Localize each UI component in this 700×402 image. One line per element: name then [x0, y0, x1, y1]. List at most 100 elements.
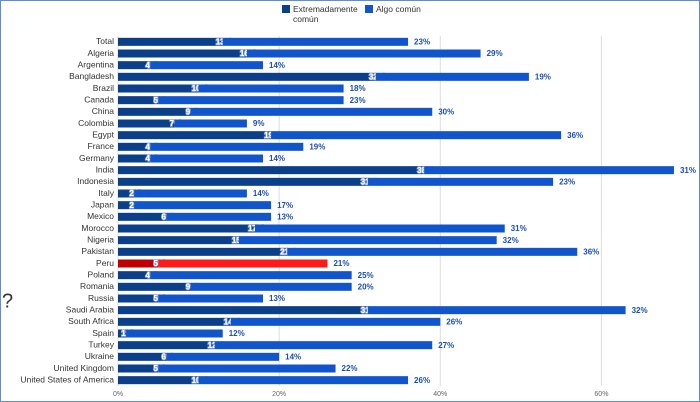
bar-segment: [118, 294, 159, 303]
value-label: 12%: [229, 329, 245, 338]
bar-segment: [174, 119, 247, 128]
bar-segment: [367, 306, 626, 315]
bar-segment: [118, 154, 151, 163]
value-label: 14%: [253, 189, 269, 198]
value-label: 23%: [559, 177, 575, 186]
bar-segment: [118, 37, 223, 46]
value-label: 21%: [333, 259, 349, 268]
bar-segment: [126, 329, 223, 338]
x-tick-label: 0%: [113, 391, 123, 398]
bar-segment: [118, 84, 199, 93]
legend-label: Extremadamente común: [293, 4, 358, 24]
value-label: 17%: [277, 201, 293, 210]
y-tick-label: Total: [96, 36, 114, 46]
y-tick-label: Italy: [98, 188, 114, 198]
bar-segment: [118, 236, 239, 245]
legend-item: Algo común: [365, 4, 421, 24]
value-label: 32%: [632, 306, 648, 315]
value-label: 19%: [309, 142, 325, 151]
bar-segment: [158, 364, 336, 373]
y-tick-label: Colombia: [78, 118, 114, 128]
value-label: 22%: [342, 364, 358, 373]
bar-segment: [118, 282, 191, 291]
y-tick-label: Indonesia: [77, 176, 114, 186]
y-tick-label: Canada: [84, 94, 114, 104]
bar-segment: [150, 271, 352, 280]
y-tick-label: Poland: [88, 269, 115, 279]
bar-segment: [254, 224, 505, 233]
value-label: 14%: [269, 61, 285, 70]
y-tick-label: Egypt: [92, 129, 114, 139]
bar-segment: [118, 376, 199, 385]
y-tick-label: Pakistan: [81, 246, 114, 256]
bar-segment: [118, 189, 135, 198]
bar-segment: [118, 352, 167, 361]
y-tick-label: Japan: [91, 199, 114, 209]
legend-item: Extremadamente común: [282, 4, 358, 24]
bar-segment: [134, 201, 272, 210]
value-label: 13%: [277, 212, 293, 221]
bar-segment: [150, 154, 264, 163]
bar-segment: [198, 84, 344, 93]
bar-segment: [118, 329, 127, 338]
bar-segment: [190, 107, 433, 116]
bar-segment: [118, 364, 159, 373]
value-label: 9%: [253, 119, 265, 128]
value-label: 36%: [567, 131, 583, 140]
bar-segment: [158, 96, 344, 105]
y-tick-label: Turkey: [88, 339, 114, 349]
value-label: 29%: [487, 49, 503, 58]
value-label: 19%: [535, 72, 551, 81]
x-tick-label: 20%: [272, 391, 286, 398]
y-tick-label: Morocco: [81, 223, 114, 233]
value-label: 32%: [503, 236, 519, 245]
bar-segment: [230, 317, 441, 326]
bar-segment: [166, 212, 272, 221]
y-tick-label: Peru: [96, 258, 114, 268]
value-label: 25%: [358, 271, 374, 280]
y-tick-label: Ukraine: [85, 351, 115, 361]
bar-segment: [118, 142, 151, 151]
bar-segment: [134, 189, 247, 198]
bar-segment: [150, 61, 264, 70]
y-tick-label: Spain: [92, 328, 114, 338]
y-tick-label: Argentina: [78, 59, 115, 69]
y-tick-label: Brazil: [93, 83, 114, 93]
y-tick-label: South Africa: [68, 316, 114, 326]
bar-segment: [118, 247, 288, 256]
bar-segment: [118, 224, 255, 233]
bar-segment: [118, 72, 376, 81]
value-label: 23%: [414, 37, 430, 46]
bar-segment: [118, 259, 159, 268]
bar-segment: [118, 212, 167, 221]
legend: Extremadamente común Algo común: [282, 4, 421, 24]
y-tick-label: Bangladesh: [69, 71, 114, 81]
bar-segment: [375, 72, 529, 81]
legend-swatch: [365, 5, 373, 13]
y-tick-label: Algeria: [88, 48, 115, 58]
bar-segment: [424, 166, 674, 175]
annotation: ?: [2, 290, 13, 312]
bar-segment: [118, 119, 175, 128]
bar-segment: [238, 236, 497, 245]
value-label: 20%: [358, 282, 374, 291]
bar-segment: [118, 341, 215, 350]
y-tick-label: China: [92, 106, 114, 116]
bar-segment: [118, 96, 159, 105]
value-label: 31%: [511, 224, 527, 233]
value-label: 36%: [583, 247, 599, 256]
legend-label: Algo común: [376, 4, 421, 14]
bar-segment: [222, 37, 409, 46]
bar-segment: [118, 317, 231, 326]
bar-segment: [287, 247, 578, 256]
y-tick-label: United States of America: [20, 374, 114, 384]
y-tick-label: Nigeria: [87, 234, 114, 244]
value-label: 23%: [350, 96, 366, 105]
value-label: 14%: [269, 154, 285, 163]
value-label: 18%: [350, 84, 366, 93]
bar-segment: [166, 352, 280, 361]
bar-segment: [158, 294, 264, 303]
value-label: 27%: [438, 341, 454, 350]
value-label: 31%: [680, 166, 696, 175]
